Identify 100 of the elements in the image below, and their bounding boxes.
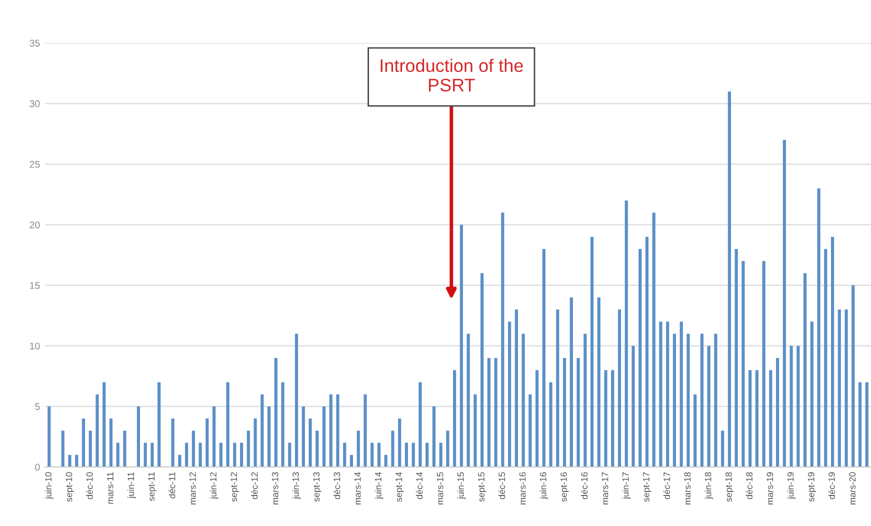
- bar: [68, 454, 72, 467]
- x-tick-label: juin-12: [210, 472, 218, 500]
- y-tick-label: 15: [30, 282, 40, 289]
- x-tick-label: sept-19: [808, 472, 816, 502]
- bar: [102, 382, 106, 467]
- y-tick-label: 25: [30, 160, 40, 168]
- bar: [418, 382, 422, 467]
- bar: [404, 442, 408, 467]
- x-tick-label: déc-18: [746, 472, 752, 500]
- bar: [61, 430, 64, 467]
- bar: [356, 430, 360, 467]
- bar: [116, 442, 120, 467]
- bar: [254, 418, 257, 467]
- bar: [852, 285, 855, 467]
- x-tick-label: déc-17: [663, 472, 670, 500]
- bar: [686, 334, 690, 467]
- x-tick-label: juin-15: [457, 472, 466, 500]
- bar: [796, 346, 800, 467]
- x-tick-label: mars-11: [107, 472, 114, 504]
- x-tick-label: juin-16: [540, 472, 548, 500]
- bar: [776, 358, 780, 467]
- y-tick-label: 35: [30, 40, 40, 47]
- bar: [714, 334, 718, 467]
- y-tick-label: 30: [30, 100, 40, 108]
- bar: [824, 248, 828, 467]
- bar: [377, 442, 381, 467]
- x-tick-label: juin-14: [374, 472, 384, 500]
- bar: [570, 297, 573, 467]
- bar: [453, 370, 456, 467]
- bar: [514, 310, 518, 467]
- x-tick-label: sept-14: [396, 472, 404, 502]
- x-tick-label: mars-20: [849, 472, 856, 504]
- x-tick-label: juin-13: [292, 472, 301, 500]
- bar: [810, 322, 814, 467]
- bar: [136, 406, 140, 467]
- bar: [576, 358, 580, 467]
- bar: [632, 346, 635, 467]
- bar: [316, 430, 319, 467]
- bar: [302, 406, 305, 467]
- bar: [549, 382, 552, 467]
- bar: [858, 382, 862, 467]
- bar: [597, 297, 600, 467]
- bar: [226, 382, 230, 467]
- bar: [466, 334, 470, 467]
- x-tick-label: mars-12: [189, 472, 196, 504]
- bar: [364, 394, 367, 467]
- bar: [274, 358, 278, 467]
- bar: [652, 212, 656, 467]
- bar: [769, 370, 772, 467]
- annotation: Introduction of the PSRT: [380, 58, 523, 92]
- bar: [198, 442, 202, 467]
- bar: [150, 442, 154, 467]
- x-tick-label: mars-15: [436, 472, 444, 504]
- x-tick-label: déc-15: [498, 472, 506, 500]
- bar: [865, 382, 868, 467]
- bar: [294, 334, 298, 467]
- bar: [748, 370, 752, 467]
- x-tick-label: juin-17: [622, 472, 631, 500]
- bar: [233, 442, 236, 467]
- bar: [460, 224, 463, 467]
- bar: [680, 322, 683, 467]
- bar: [666, 322, 670, 467]
- bar: [185, 442, 188, 467]
- bar: [82, 418, 86, 467]
- bar: [618, 310, 622, 467]
- x-tick-label: juin-10: [44, 472, 54, 500]
- bar: [528, 394, 532, 467]
- bar: [624, 200, 628, 467]
- bar: [308, 418, 312, 467]
- bar: [494, 358, 498, 467]
- bar: [384, 454, 388, 467]
- bar: [734, 248, 738, 467]
- x-tick-label: déc-16: [580, 472, 588, 500]
- bar: [281, 382, 284, 467]
- x-tick-label: juin-18: [704, 472, 714, 500]
- y-tick-label: 5: [35, 403, 40, 410]
- bar: [790, 346, 793, 467]
- bar: [728, 91, 731, 467]
- bar: [672, 334, 676, 467]
- x-tick-label: déc-10: [86, 472, 93, 500]
- bar: [556, 310, 560, 467]
- bar: [535, 370, 539, 467]
- y-tick-label: 20: [30, 221, 40, 228]
- bar: [446, 430, 450, 467]
- bar: [700, 334, 704, 467]
- bar: [398, 418, 402, 467]
- x-tick-label: mars-18: [684, 472, 691, 504]
- x-tick-label: déc-13: [333, 472, 340, 500]
- x-tick-label: sept-13: [313, 472, 322, 502]
- bar: [762, 261, 766, 467]
- x-tick-label: sept-10: [66, 472, 74, 502]
- bar: [260, 394, 264, 467]
- bar: [178, 454, 182, 467]
- bar: [694, 394, 697, 467]
- bar: [158, 382, 161, 467]
- bar: [522, 334, 525, 467]
- bar: [584, 334, 587, 467]
- bar: [144, 442, 147, 467]
- bar: [501, 212, 504, 467]
- bar: [439, 442, 442, 467]
